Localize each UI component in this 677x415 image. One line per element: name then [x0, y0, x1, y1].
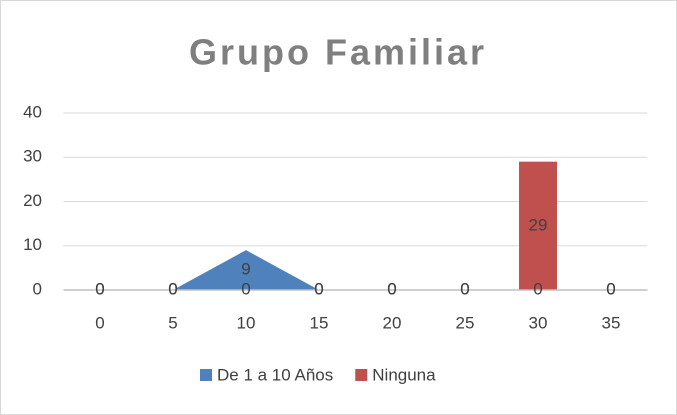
x-tick-label: 25	[456, 313, 475, 332]
data-label: 0	[314, 279, 323, 298]
data-label: 0	[387, 279, 396, 298]
legend-swatch	[200, 369, 212, 381]
area	[100, 250, 611, 290]
data-label: 0	[314, 279, 323, 298]
x-tick-label: 35	[602, 313, 621, 332]
data-label: 0	[533, 279, 542, 298]
legend-label: De 1 a 10 Años	[217, 365, 333, 384]
y-tick-label: 0	[33, 279, 42, 298]
x-tick-label: 15	[310, 313, 329, 332]
data-label: 0	[606, 279, 615, 298]
y-tick-label: 40	[23, 102, 42, 121]
chart-title: Grupo Familiar	[189, 32, 487, 73]
data-label: 0	[95, 279, 104, 298]
data-label: 0	[168, 279, 177, 298]
data-label: 0	[460, 279, 469, 298]
x-tick-label: 20	[383, 313, 402, 332]
y-tick-label: 20	[23, 191, 42, 210]
data-label: 0	[387, 279, 396, 298]
legend-label: Ninguna	[372, 365, 436, 384]
x-tick-label: 0	[95, 313, 104, 332]
data-label: 0	[241, 279, 250, 298]
x-tick-label: 10	[237, 313, 256, 332]
data-label: 0	[95, 279, 104, 298]
data-label: 9	[241, 260, 250, 279]
y-tick-label: 30	[23, 147, 42, 166]
y-tick-label: 10	[23, 235, 42, 254]
x-tick-label: 30	[529, 313, 548, 332]
legend-swatch	[355, 369, 368, 381]
data-label: 29	[529, 215, 548, 234]
data-label: 0	[168, 279, 177, 298]
data-label: 0	[606, 279, 615, 298]
x-tick-label: 5	[168, 313, 177, 332]
bar	[519, 161, 557, 290]
data-label: 0	[460, 279, 469, 298]
